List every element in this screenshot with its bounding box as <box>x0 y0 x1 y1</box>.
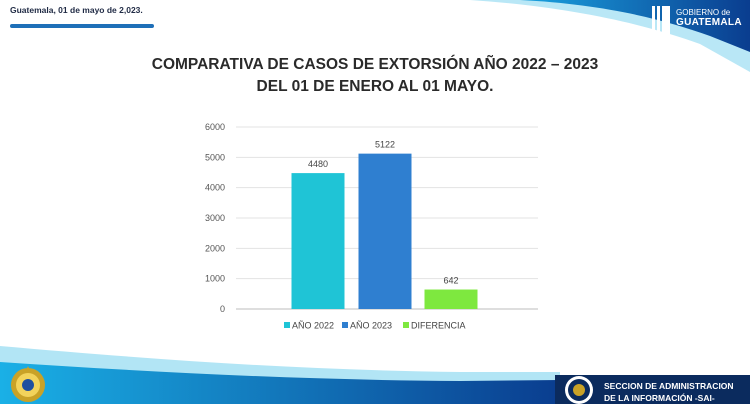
legend-label: DIFERENCIA <box>411 321 466 331</box>
footer-swoosh <box>0 362 560 404</box>
government-logo: GOBIERNO de GUATEMALA <box>652 6 748 40</box>
y-tick-label: 3000 <box>205 213 225 223</box>
government-logo-line2: GUATEMALA <box>676 17 742 28</box>
y-tick-label: 1000 <box>205 274 225 284</box>
data-label: 4480 <box>308 159 328 169</box>
y-tick-label: 0 <box>220 304 225 314</box>
y-tick-label: 6000 <box>205 122 225 132</box>
bar <box>424 289 478 309</box>
y-tick-label: 4000 <box>205 183 225 193</box>
legend-swatch <box>284 322 290 328</box>
legend-swatch <box>342 322 348 328</box>
government-logo-line1: GOBIERNO de <box>676 8 731 17</box>
header-date: Guatemala, 01 de mayo de 2,023. <box>10 5 143 15</box>
government-logo-icon <box>652 6 672 40</box>
y-tick-label: 2000 <box>205 243 225 253</box>
legend-label: AÑO 2023 <box>350 321 392 331</box>
police-emblem-icon <box>11 366 45 402</box>
y-tick-label: 5000 <box>205 152 225 162</box>
data-label: 5122 <box>375 140 395 150</box>
footer-section-title: SECCION DE ADMINISTRACION <box>604 381 734 391</box>
sai-seal-icon <box>565 376 593 404</box>
bar <box>358 153 412 309</box>
legend-label: AÑO 2022 <box>292 321 334 331</box>
header-underline <box>10 24 154 28</box>
footer-section-subtitle: DE LA INFORMACIÓN -SAI- <box>604 393 715 403</box>
chart-title: COMPARATIVA DE CASOS DE EXTORSIÓN AÑO 20… <box>151 56 599 73</box>
data-label: 642 <box>443 276 458 286</box>
legend-swatch <box>403 322 409 328</box>
bar <box>291 173 345 309</box>
chart-subtitle: DEL 01 DE ENERO AL 01 MAYO. <box>256 78 494 95</box>
header-swoosh <box>520 0 750 52</box>
